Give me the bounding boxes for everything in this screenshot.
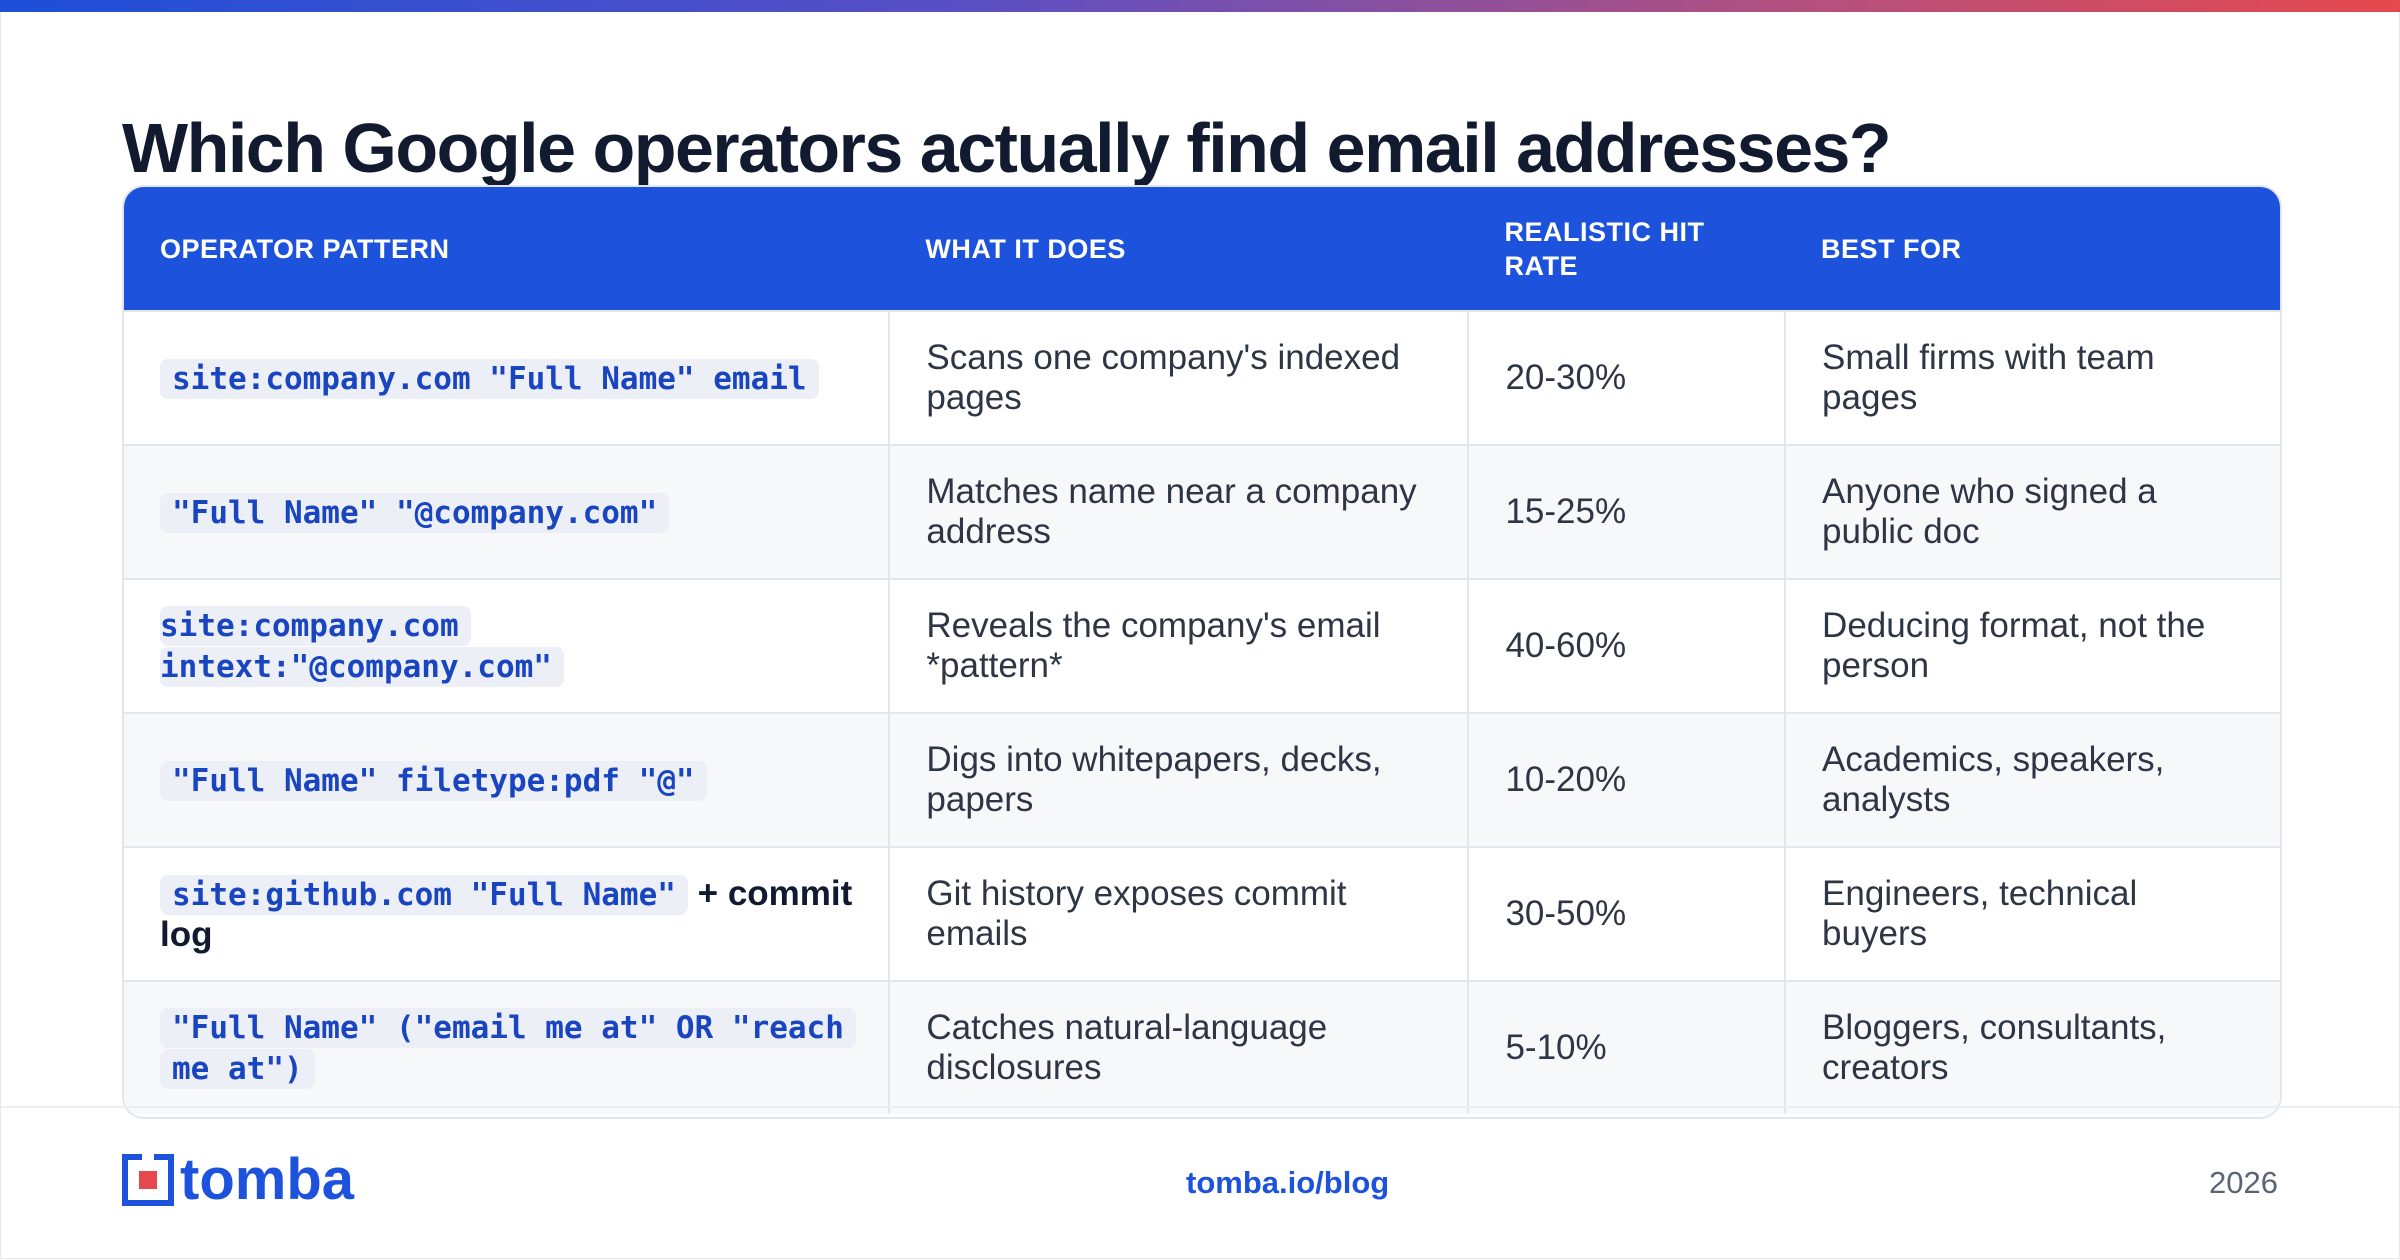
best-for-cell: Small firms with team pages [1785,310,2280,445]
description-cell: Digs into whitepapers, decks, papers [889,712,1470,847]
operator-code: site:company.com intext:"@company.com" [160,606,564,687]
tomba-logo-icon [122,1154,174,1206]
operator-cell: "Full Name" "@company.com" [124,444,891,579]
table-row: site:github.com "Full Name" + commit log… [124,846,2280,981]
header-hit-rate: REALISTIC HIT RATE [1504,216,1705,281]
operator-code: "Full Name" "@company.com" [160,492,670,533]
hit-rate-cell: 40-60% [1468,578,1787,713]
operators-table: OPERATOR PATTERN WHAT IT DOES REALISTIC … [122,185,2282,1119]
table-row: site:company.com intext:"@company.com" R… [124,578,2280,713]
header-operator-pattern: OPERATOR PATTERN [160,233,450,264]
operator-cell: site:github.com "Full Name" + commit log [124,846,891,981]
hit-rate-cell: 10-20% [1468,712,1787,847]
description-cell: Reveals the company's email *pattern* [889,578,1470,713]
tomba-wordmark: tomba [180,1147,354,1212]
hit-rate-cell: 20-30% [1468,310,1787,445]
blog-link[interactable]: tomba.io/blog [1186,1165,1390,1200]
operator-code: site:company.com "Full Name" email [160,358,819,399]
description-cell: Scans one company's indexed pages [889,310,1470,445]
footer-divider [0,1106,2400,1108]
best-for-cell: Academics, speakers, analysts [1785,712,2280,847]
best-for-cell: Engineers, technical buyers [1785,846,2280,981]
table-row: "Full Name" filetype:pdf "@" Digs into w… [124,712,2280,847]
description-cell: Matches name near a company address [889,444,1470,579]
best-for-cell: Anyone who signed a public doc [1785,444,2280,579]
best-for-cell: Bloggers, consultants, creators [1785,980,2280,1114]
operator-code: site:github.com "Full Name" [160,874,688,915]
operator-cell: site:company.com "Full Name" email [124,310,891,445]
table-header-row: OPERATOR PATTERN WHAT IT DOES REALISTIC … [124,187,2280,311]
header-best-for: BEST FOR [1821,233,1962,264]
hit-rate-cell: 5-10% [1468,980,1787,1114]
tomba-logo: tomba [122,1147,354,1212]
table-row: "Full Name" ("email me at" OR "reach me … [124,980,2280,1114]
description-cell: Catches natural-language disclosures [889,980,1470,1114]
operator-code: "Full Name" ("email me at" OR "reach me … [160,1008,856,1089]
page-title: Which Google operators actually find ema… [122,109,1892,187]
hit-rate-cell: 15-25% [1468,444,1787,579]
hit-rate-cell: 30-50% [1468,846,1787,981]
operator-suffix: + commit log [160,873,853,954]
operator-cell: "Full Name" ("email me at" OR "reach me … [124,980,891,1114]
header-what-it-does: WHAT IT DOES [925,233,1126,264]
operator-cell: "Full Name" filetype:pdf "@" [124,712,891,847]
operator-cell: site:company.com intext:"@company.com" [124,578,891,713]
operator-code: "Full Name" filetype:pdf "@" [160,760,707,801]
best-for-cell: Deducing format, not the person [1785,578,2280,713]
top-gradient-bar [0,0,2400,12]
table-row: "Full Name" "@company.com" Matches name … [124,444,2280,579]
footer-year: 2026 [2209,1165,2278,1200]
description-cell: Git history exposes commit emails [889,846,1470,981]
table-row: site:company.com "Full Name" email Scans… [124,310,2280,445]
